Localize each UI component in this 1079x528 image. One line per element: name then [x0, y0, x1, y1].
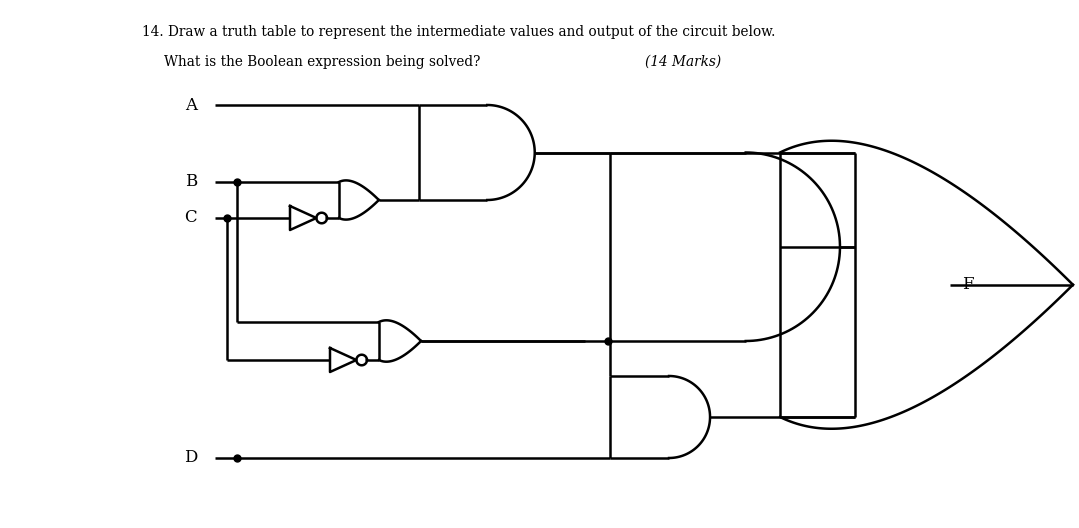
- Text: (14 Marks): (14 Marks): [645, 55, 721, 69]
- Text: F: F: [962, 276, 973, 293]
- Text: A: A: [185, 97, 197, 114]
- Text: C: C: [185, 210, 197, 227]
- Text: B: B: [185, 174, 197, 191]
- Text: 14. Draw a truth table to represent the intermediate values and output of the ci: 14. Draw a truth table to represent the …: [142, 25, 776, 39]
- Text: What is the Boolean expression being solved?: What is the Boolean expression being sol…: [164, 55, 480, 69]
- Text: D: D: [183, 449, 197, 467]
